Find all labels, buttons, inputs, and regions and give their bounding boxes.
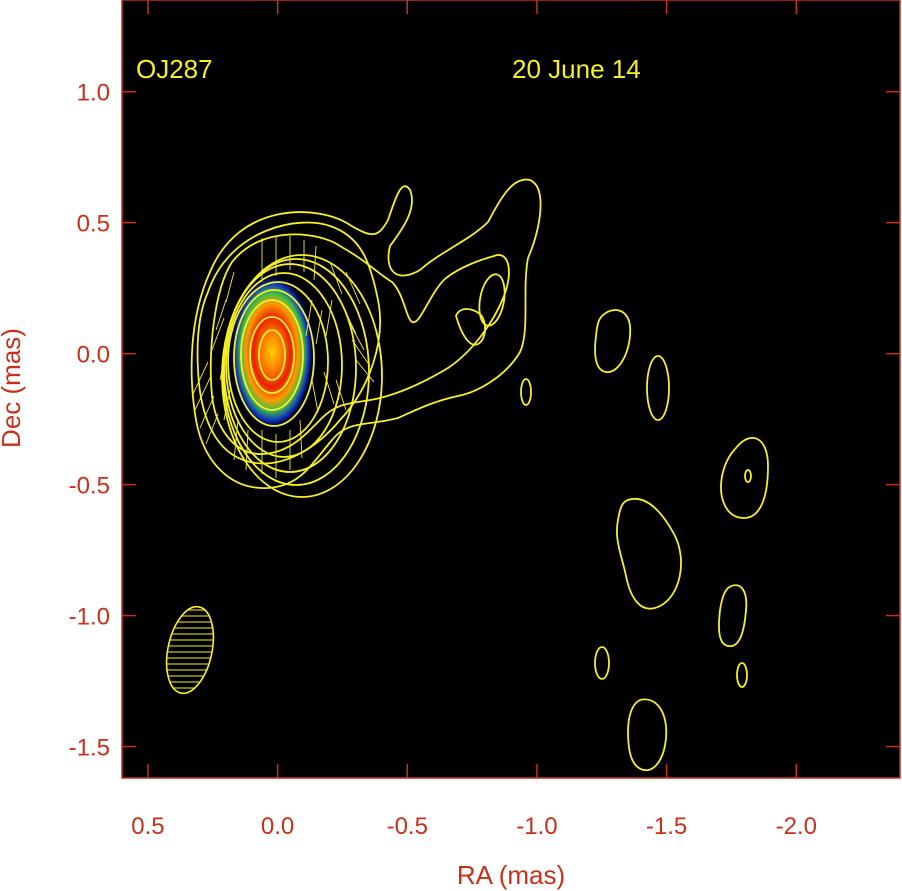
y-axis-title: Dec (mas) [0, 328, 26, 448]
y-tick-label: 0.5 [77, 211, 110, 238]
epoch-date-label: 20 June 14 [512, 54, 641, 84]
x-tick-label: -2.0 [776, 813, 817, 840]
y-tick-label: 1.0 [77, 80, 110, 107]
x-axis-title: RA (mas) [457, 860, 565, 890]
x-tick-label: -0.5 [387, 813, 428, 840]
source-name-label: OJ287 [136, 54, 213, 84]
y-tick-label: -1.5 [69, 735, 110, 762]
x-axis: 0.5 0.0 -0.5 -1.0 -1.5 -2.0 [131, 0, 817, 840]
y-tick-label: 0.0 [77, 342, 110, 369]
contour-map [160, 178, 769, 772]
x-tick-label: -1.0 [516, 813, 557, 840]
y-tick-label: -0.5 [69, 473, 110, 500]
y-axis: 1.0 0.5 0.0 -0.5 -1.0 -1.5 [69, 80, 900, 762]
restoring-beam [160, 605, 220, 695]
polarization-vectors [191, 236, 375, 478]
x-tick-label: 0.0 [261, 813, 294, 840]
plot-frame [121, 0, 901, 779]
y-tick-label: -1.0 [69, 604, 110, 631]
jet-contours [190, 178, 769, 772]
x-tick-label: 0.5 [131, 813, 164, 840]
x-tick-label: -1.5 [646, 813, 687, 840]
